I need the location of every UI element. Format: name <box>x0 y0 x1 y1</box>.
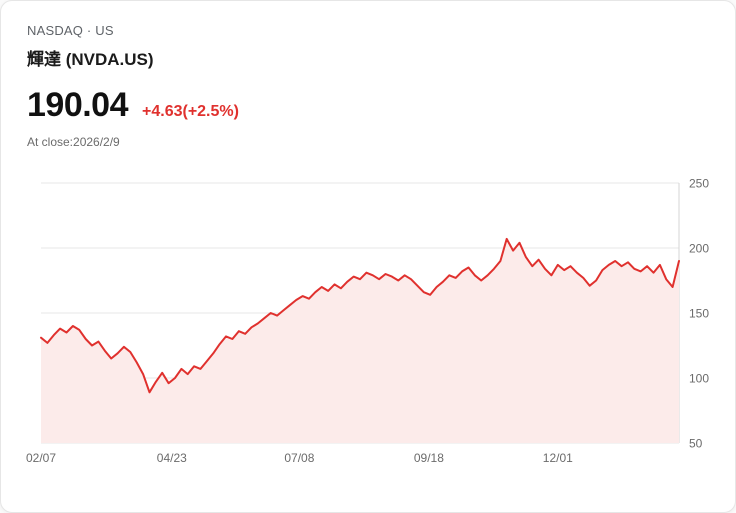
x-tick-label: 02/07 <box>26 451 56 465</box>
price-chart: 50 100 150 200 250 02/07 04/23 07/08 09/18 12/01 <box>26 177 709 466</box>
as-of-label: At close:2026/2/9 <box>27 135 120 149</box>
stock-title: 輝達 (NVDA.US) <box>27 50 154 69</box>
price-change: +4.63(+2.5%) <box>142 103 239 120</box>
chart-area: 50 100 150 200 250 02/07 04/23 07/08 09/18 12/01 <box>1 171 735 481</box>
quote-header: NASDAQ · US 輝達 (NVDA.US) 190.04 +4.63(+2… <box>1 1 735 149</box>
y-tick-label: 250 <box>689 177 709 191</box>
y-tick-label: 150 <box>689 307 709 321</box>
price-row: 190.04 +4.63(+2.5%) <box>27 86 709 125</box>
last-price: 190.04 <box>27 86 129 124</box>
x-tick-label: 04/23 <box>157 451 187 465</box>
exchange-label: NASDAQ · US <box>27 23 114 38</box>
x-tick-label: 12/01 <box>543 451 573 465</box>
x-tick-label: 09/18 <box>414 451 444 465</box>
x-tick-label: 07/08 <box>284 451 314 465</box>
price-area <box>41 238 679 443</box>
y-tick-label: 100 <box>689 372 709 386</box>
y-tick-label: 200 <box>689 242 709 256</box>
price-line <box>40 237 680 394</box>
y-tick-label: 50 <box>689 437 703 451</box>
